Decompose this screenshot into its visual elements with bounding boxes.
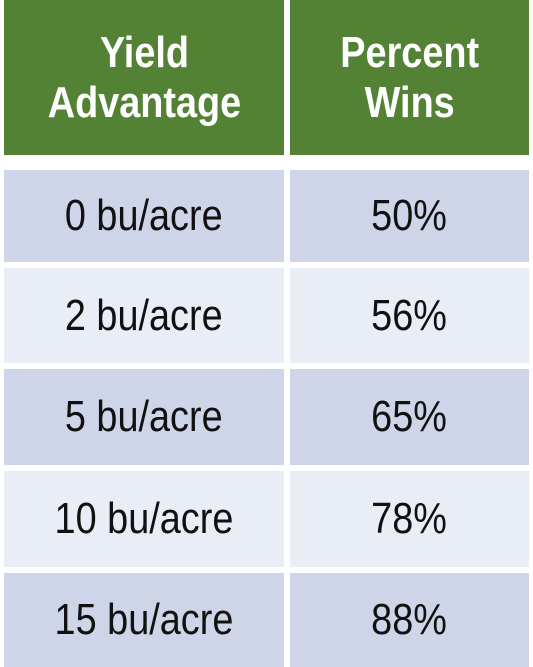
cell-yield: 15 bu/acre [54,595,234,644]
header-percent-wins-label: Percent Wins [340,27,479,127]
cell-yield: 0 bu/acre [65,191,223,240]
cell-wins: 78% [371,494,448,543]
table-row-2-yield: 2 bu/acre [4,268,284,363]
cell-wins: 65% [371,392,448,441]
table-row-1-wins: 50% [290,170,529,262]
table-row-4-wins: 78% [290,471,529,567]
header-percent-wins: Percent Wins [290,0,529,155]
table-row-5-wins: 88% [290,573,529,667]
cell-yield: 2 bu/acre [65,290,223,340]
table-row-3-yield: 5 bu/acre [4,369,284,465]
cell-yield: 5 bu/acre [65,392,223,441]
table-row-1-yield: 0 bu/acre [4,170,284,262]
table-row-3-wins: 65% [290,369,529,465]
cell-wins: 50% [371,191,448,240]
yield-advantage-table: Yield Advantage Percent Wins 0 bu/acre 5… [4,0,529,667]
cell-wins: 56% [371,290,448,340]
cell-wins: 88% [371,595,448,644]
header-yield-advantage: Yield Advantage [4,0,284,155]
cell-yield: 10 bu/acre [54,494,234,543]
table-row-4-yield: 10 bu/acre [4,471,284,567]
table-row-2-wins: 56% [290,268,529,363]
header-yield-advantage-label: Yield Advantage [47,27,241,127]
table-row-5-yield: 15 bu/acre [4,573,284,667]
